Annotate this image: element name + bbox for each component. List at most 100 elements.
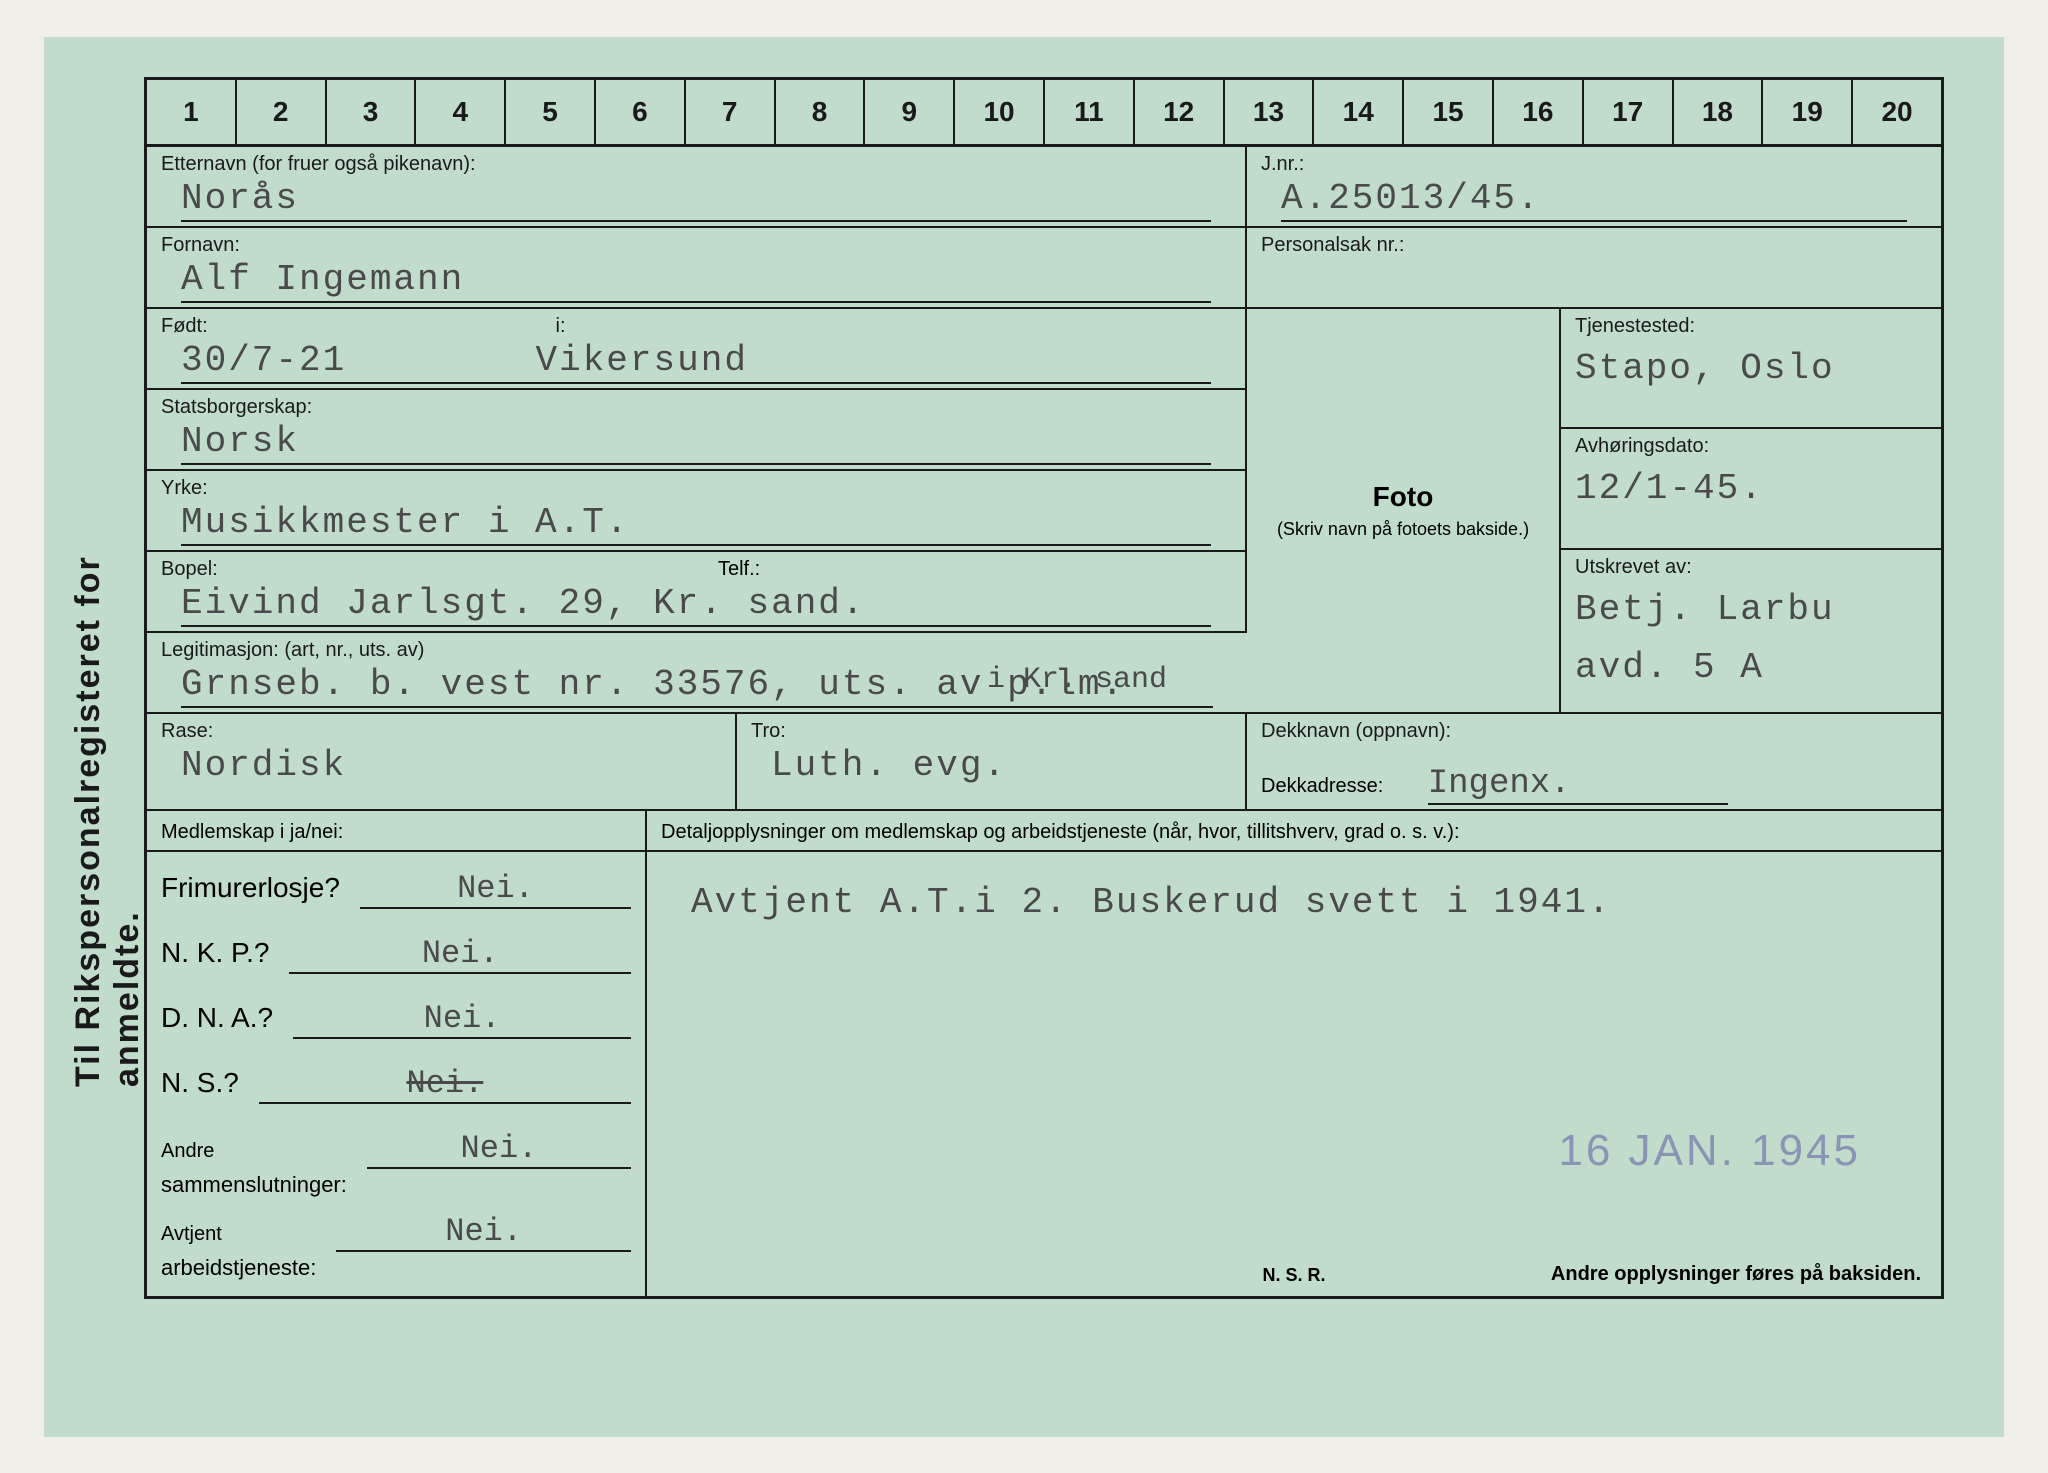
faith-field: Tro: Luth. evg. [737,714,1247,811]
details-header: Detaljopplysninger om medlemskap og arbe… [647,821,1941,852]
ruler-cell: 17 [1584,80,1674,144]
alias-addr-value: Ingenx. [1428,765,1728,805]
citizenship-label: Statsborgerskap: [161,396,1231,419]
jnr-label: J.nr.: [1261,153,1927,176]
alias-label: Dekknavn (oppnavn): [1261,720,1927,743]
foto-sublabel: (Skriv navn på fotoets bakside.) [1277,519,1529,540]
ruler-cell: 6 [596,80,686,144]
citizenship-value: Norsk [181,421,1211,465]
left-column: Født: 30/7-21 i: Vikersund Statsborgersk… [147,309,1247,714]
tjenestested-value: Stapo, Oslo [1575,348,1927,392]
faith-label: Tro: [751,720,1231,743]
membership-header: Medlemskap i ja/nei: [147,821,645,852]
nkp-label: N. K. P.? [161,937,269,969]
residence-field: Bopel: Telf.: Eivind Jarlsgt. 29, Kr. sa… [147,552,1247,633]
ruler-cell: 10 [955,80,1045,144]
occupation-value: Musikkmester i A.T. [181,502,1211,546]
occupation-field: Yrke: Musikkmester i A.T. [147,471,1247,552]
avtjent-label: arbeidstjeneste: [161,1255,316,1280]
ruler-cell: 8 [776,80,866,144]
born-date-value: 30/7-21 [181,340,536,384]
alias-addr-label: Dekkadresse: [1261,775,1383,798]
ruler-cell: 4 [416,80,506,144]
ruler-cell: 14 [1314,80,1404,144]
avhoring-field: Avhøringsdato: 12/1-45. [1561,429,1941,550]
ruler-cell: 19 [1763,80,1853,144]
details-box: Detaljopplysninger om medlemskap og arbe… [647,811,1941,1296]
nkp-value: Nei. [289,935,631,974]
personalsak-value [1281,259,1907,303]
jnr-field: J.nr.: A.25013/45. [1247,147,1941,228]
avhoring-value: 12/1-45. [1575,468,1927,512]
membership-box: Medlemskap i ja/nei: Frimurerlosje?Nei. … [147,811,647,1296]
id-extra-value: i Kr. sand [987,663,1167,697]
frimurer-value: Nei. [360,870,631,909]
surname-field: Etternavn (for fruer også pikenavn): Nor… [147,147,1247,228]
form-body: Etternavn (for fruer også pikenavn): Nor… [144,147,1944,1299]
born-label: Født: [161,315,536,338]
vertical-title: Til Rikspersonalregisteret for anmeldte. [69,387,147,1087]
ruler-cell: 18 [1674,80,1764,144]
avtjent-small-label: Avtjent [161,1223,316,1246]
ruler-cell: 20 [1853,80,1941,144]
residence-label: Bopel: [161,558,1231,581]
nsr-label: N. S. R. [1262,1265,1325,1286]
date-stamp: 16 JAN. 1945 [1558,1126,1861,1176]
tjenestested-label: Tjenestested: [1575,315,1927,338]
firstname-field: Fornavn: Alf Ingemann [147,228,1247,309]
ruler-cell: 13 [1225,80,1315,144]
alias-field: Dekknavn (oppnavn): Dekkadresse: Ingenx. [1247,714,1941,811]
born-field: Født: 30/7-21 i: Vikersund [147,309,1247,390]
citizenship-field: Statsborgerskap: Norsk [147,390,1247,471]
ruler-cell: 5 [506,80,596,144]
registration-card: Til Rikspersonalregisteret for anmeldte.… [44,37,2004,1437]
tjenestested-field: Tjenestested: Stapo, Oslo [1561,309,1941,430]
andre-label: sammenslutninger: [161,1172,347,1197]
ruler-cell: 2 [237,80,327,144]
ruler-cell: 12 [1135,80,1225,144]
race-field: Rase: Nordisk [147,714,737,811]
ruler-cell: 9 [865,80,955,144]
utskrevet-value2: avd. 5 A [1575,647,1927,691]
back-note: Andre opplysninger føres på baksiden. [1551,1263,1921,1286]
residence-value: Eivind Jarlsgt. 29, Kr. sand. [181,583,1211,627]
ruler-cell: 1 [147,80,237,144]
race-label: Rase: [161,720,721,743]
surname-label: Etternavn (for fruer også pikenavn): [161,153,1231,176]
dna-label: D. N. A.? [161,1002,273,1034]
ruler-cell: 16 [1494,80,1584,144]
details-text: Avtjent A.T.i 2. Buskerud svett i 1941. [661,882,1927,923]
phone-label: Telf.: [718,558,760,581]
firstname-label: Fornavn: [161,234,1231,257]
foto-box: Foto (Skriv navn på fotoets bakside.) [1247,309,1559,714]
utskrevet-field: Utskrevet av: Betj. Larbu avd. 5 A [1561,550,1941,714]
avtjent-value: Nei. [336,1213,631,1252]
foto-label: Foto [1373,481,1434,513]
surname-value: Norås [181,178,1211,222]
born-in-label: i: [556,315,1232,338]
ruler-cell: 15 [1404,80,1494,144]
ruler: 1 2 3 4 5 6 7 8 9 10 11 12 13 14 15 16 1… [144,77,1944,147]
jnr-value: A.25013/45. [1281,178,1907,222]
dna-value: Nei. [293,1000,631,1039]
ns-label: N. S.? [161,1067,239,1099]
andre-small-label: Andre [161,1140,347,1163]
id-label: Legitimasjon: (art, nr., uts. av) [161,639,1233,662]
right-column: Foto (Skriv navn på fotoets bakside.) Tj… [1247,309,1941,714]
utskrevet-label: Utskrevet av: [1575,556,1927,579]
id-field: Legitimasjon: (art, nr., uts. av) i Kr. … [147,633,1247,714]
born-place-value: Vikersund [536,340,1212,384]
race-value: Nordisk [181,745,701,789]
avhoring-label: Avhøringsdato: [1575,435,1927,458]
frimurer-label: Frimurerlosje? [161,872,340,904]
andre-value: Nei. [367,1130,631,1169]
personalsak-field: Personalsak nr.: [1247,228,1941,309]
ns-value: Nei. [259,1065,631,1104]
ruler-cell: 7 [686,80,776,144]
occupation-label: Yrke: [161,477,1231,500]
personalsak-label: Personalsak nr.: [1261,234,1927,257]
utskrevet-value1: Betj. Larbu [1575,589,1927,633]
firstname-value: Alf Ingemann [181,259,1211,303]
faith-value: Luth. evg. [771,745,1211,789]
ruler-cell: 3 [327,80,417,144]
